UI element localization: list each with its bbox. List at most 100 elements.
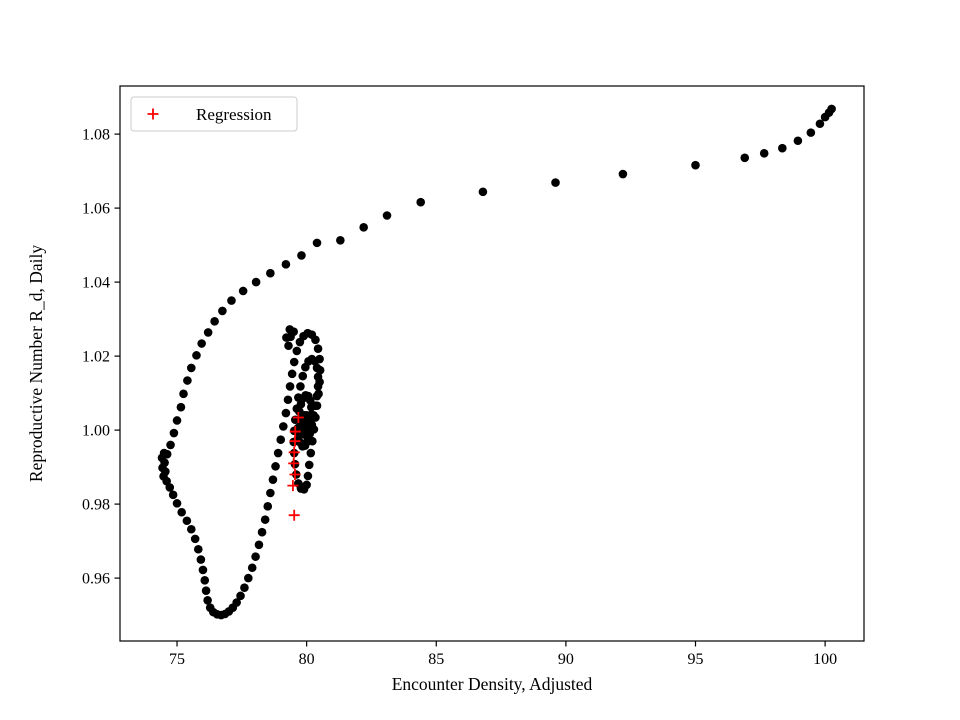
y-axis-label: Reproductive Number R_d, Daily <box>26 245 46 482</box>
data-point <box>285 382 295 391</box>
y-tick-label: 0.96 <box>82 571 110 588</box>
data-point <box>268 475 278 484</box>
data-point <box>218 306 227 316</box>
data-point <box>251 277 261 287</box>
y-tick-label: 1.04 <box>82 275 110 292</box>
x-axis-ticks: 75 80 85 90 95 100 <box>169 641 837 668</box>
data-point <box>190 534 200 544</box>
regression-plus-icon <box>147 108 159 120</box>
data-point <box>285 325 295 334</box>
data-point <box>292 346 302 356</box>
data-point <box>281 408 291 418</box>
data-point <box>359 223 368 232</box>
data-point <box>165 483 175 492</box>
axes-spines <box>119 85 865 642</box>
data-point <box>806 128 816 137</box>
data-point <box>740 153 750 163</box>
data-point <box>203 596 212 605</box>
data-point <box>289 357 299 367</box>
data-point <box>192 351 201 360</box>
data-point <box>266 268 275 278</box>
data-point <box>287 369 297 379</box>
data-point <box>210 317 219 326</box>
data-point <box>273 448 283 458</box>
data-point <box>303 471 313 481</box>
data-point <box>312 363 322 373</box>
data-point <box>305 396 315 405</box>
regression-point <box>289 469 301 480</box>
data-point <box>618 169 628 179</box>
data-point <box>197 339 206 348</box>
data-point <box>203 328 213 337</box>
data-point <box>183 376 192 385</box>
data-point <box>820 112 830 122</box>
legend-entry-label: Regression <box>196 105 272 124</box>
regression-point <box>288 457 300 469</box>
data-point <box>313 382 323 391</box>
y-tick-label: 1.00 <box>82 423 110 440</box>
data-point <box>186 363 196 373</box>
y-tick-label: 1.06 <box>82 201 110 218</box>
data-point <box>304 460 314 470</box>
x-tick-label: 80 <box>299 651 315 668</box>
regression-point <box>288 446 300 458</box>
data-point <box>266 488 275 498</box>
y-axis-ticks: 0.96 0.98 1.00 1.02 1.04 1.06 1.08 <box>82 127 120 588</box>
legend: Regression <box>130 96 298 132</box>
x-tick-label: 100 <box>813 651 837 668</box>
data-point <box>257 527 267 537</box>
data-point <box>168 490 178 500</box>
regression-point <box>289 426 301 438</box>
data-point <box>302 422 311 432</box>
data-point <box>281 260 291 269</box>
regression-point <box>287 480 299 492</box>
y-tick-label: 1.02 <box>82 349 110 366</box>
x-tick-label: 75 <box>169 651 185 668</box>
data-point <box>313 372 323 382</box>
data-point <box>691 160 700 170</box>
data-point <box>176 402 186 412</box>
data-point <box>263 502 273 511</box>
data-point <box>227 296 236 305</box>
data-point <box>238 286 248 296</box>
legend-frame <box>130 96 298 132</box>
data-point <box>166 440 175 450</box>
data-point <box>284 341 293 351</box>
data-point <box>815 119 825 129</box>
data-point <box>282 333 291 342</box>
data-point <box>416 197 426 207</box>
regression-point <box>289 435 301 447</box>
data-point <box>271 462 280 471</box>
data-point <box>312 391 322 401</box>
x-tick-label: 90 <box>558 651 574 668</box>
x-tick-label: 95 <box>687 651 703 668</box>
data-point <box>336 235 345 245</box>
regression-points-layer <box>287 412 304 521</box>
data-point <box>778 143 787 153</box>
data-point <box>232 598 241 607</box>
data-point <box>276 435 286 445</box>
data-point <box>201 586 211 595</box>
x-axis-label: Encounter Density, Adjusted <box>392 674 593 694</box>
data-point <box>759 149 769 158</box>
x-tick-label: 85 <box>428 651 444 668</box>
data-point <box>172 416 182 425</box>
regression-point <box>288 509 300 521</box>
data-point <box>196 555 206 564</box>
regression-point <box>292 412 304 424</box>
data-point <box>193 544 203 554</box>
data-point <box>310 356 320 366</box>
data-point <box>254 540 264 550</box>
data-point <box>244 573 253 583</box>
data-point <box>311 335 320 345</box>
data-point <box>551 178 560 187</box>
data-point <box>240 583 249 593</box>
data-point <box>283 395 293 405</box>
data-point <box>169 428 179 438</box>
data-point <box>247 563 257 573</box>
data-point <box>200 576 210 585</box>
data-point <box>186 524 196 534</box>
data-point <box>297 251 306 260</box>
